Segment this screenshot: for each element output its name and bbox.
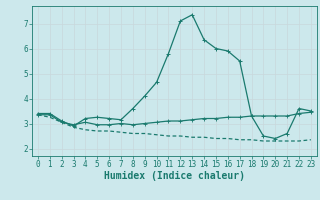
X-axis label: Humidex (Indice chaleur): Humidex (Indice chaleur) <box>104 171 245 181</box>
